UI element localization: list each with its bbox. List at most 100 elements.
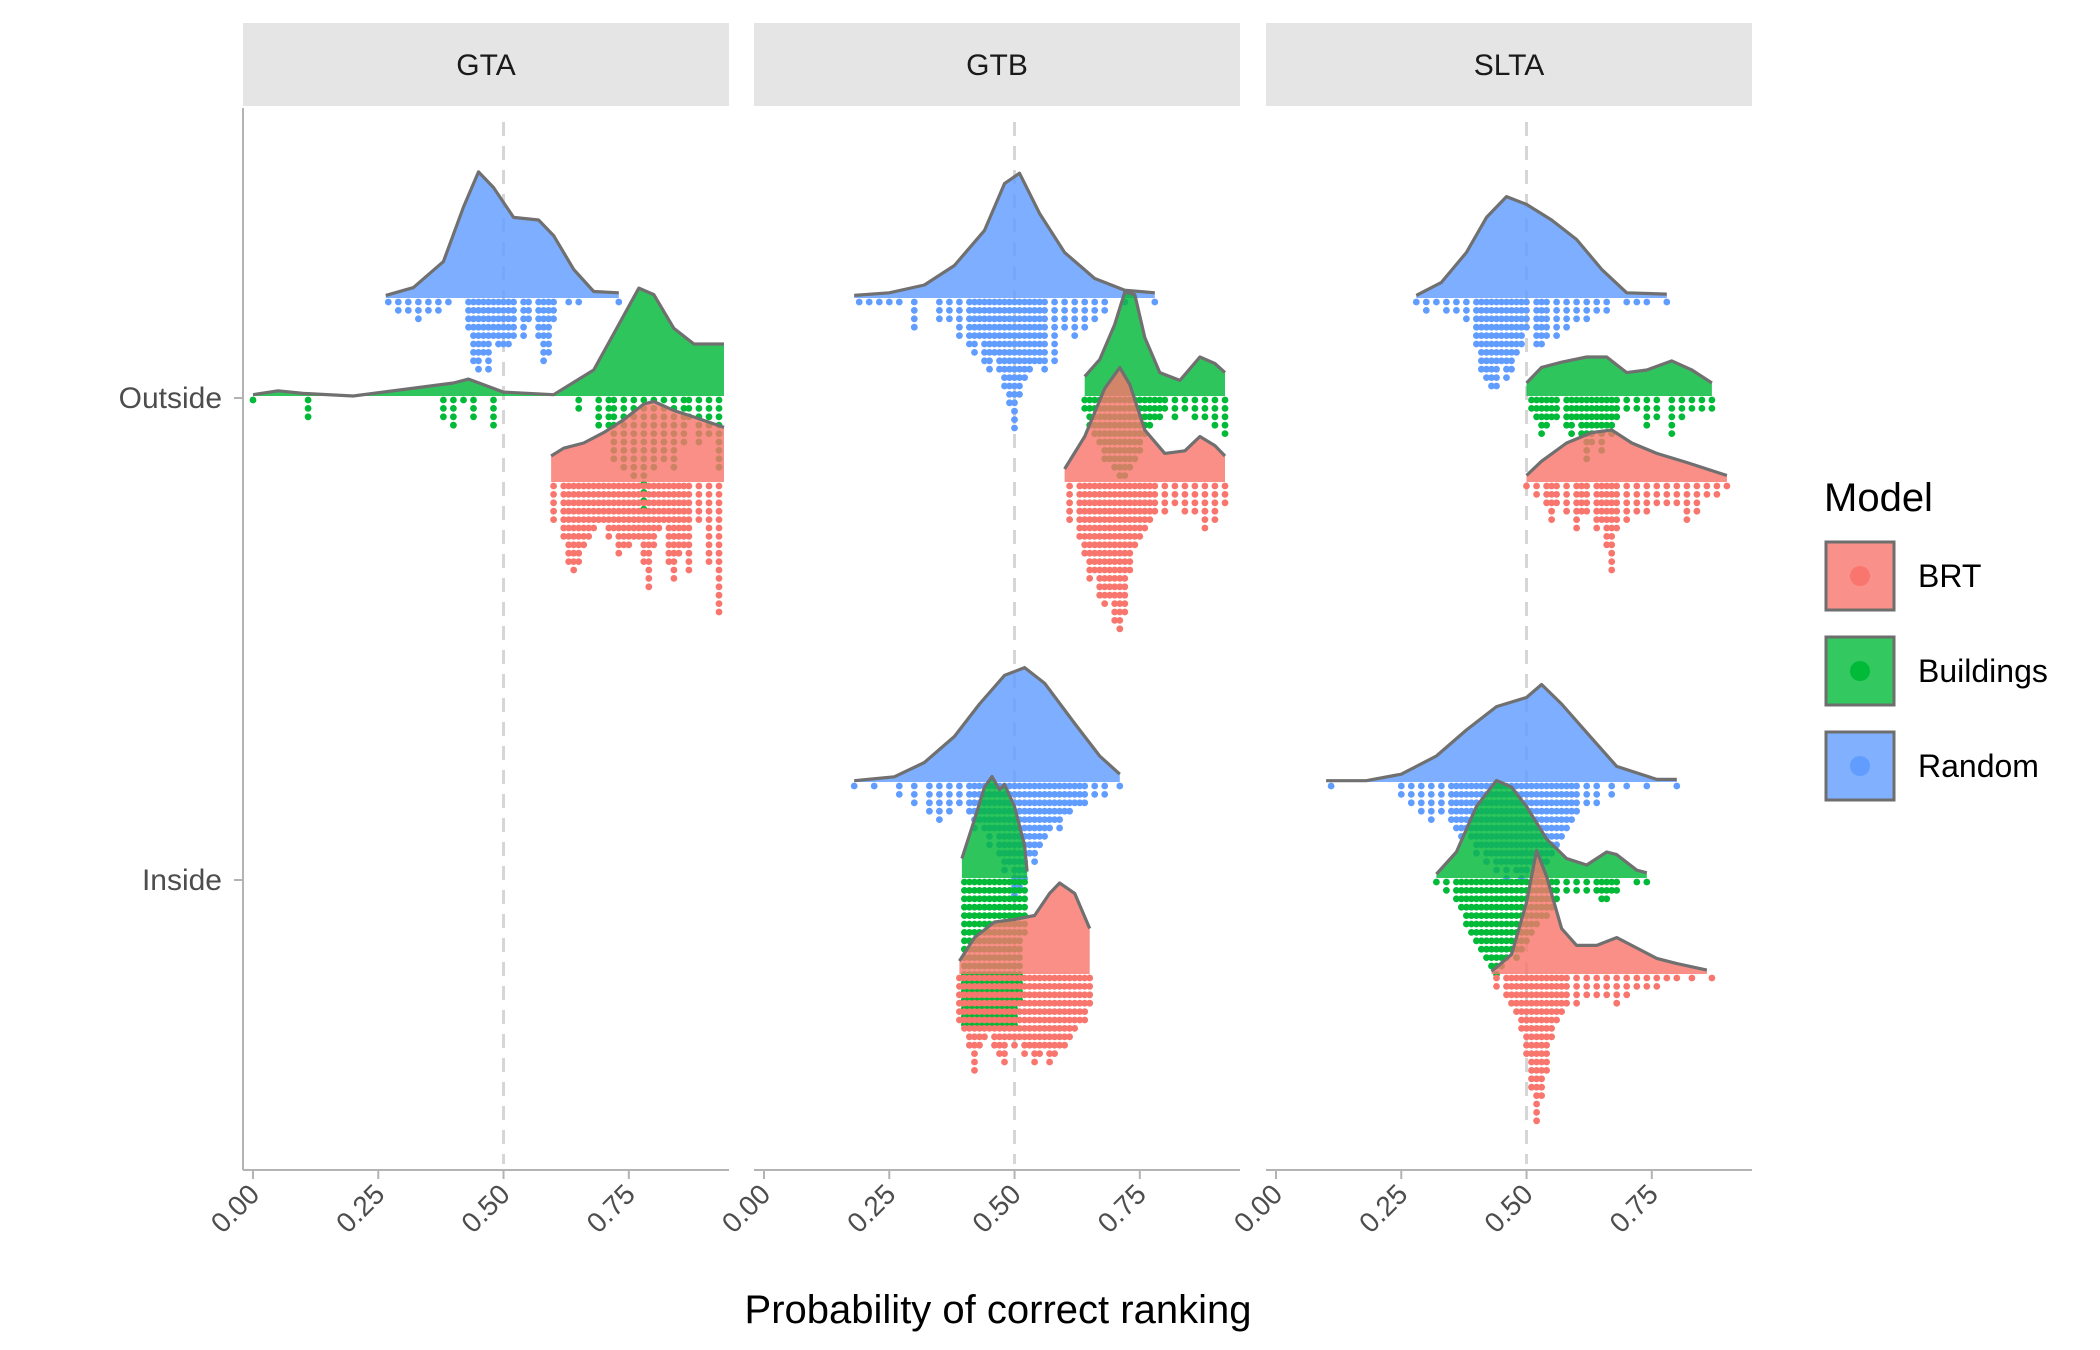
data-point-slta-outside-buildings-21-0	[1668, 396, 1676, 404]
data-point-gta-outside-brt-21-0	[660, 482, 668, 490]
data-point-gtb-inside-brt-10-4	[1006, 1008, 1013, 1015]
data-point-gtb-inside-brt-14-4	[1026, 1008, 1033, 1015]
data-point-slta-outside-buildings-19-2	[1643, 413, 1651, 421]
data-point-slta-inside-brt-8-7	[1538, 1033, 1545, 1041]
data-point-slta-outside-brt-1-1	[1533, 491, 1540, 498]
data-point-gta-outside-brt-1-1	[560, 491, 568, 498]
data-point-gta-outside-random-13-2	[495, 315, 502, 323]
data-point-slta-inside-brt-25-0	[1688, 974, 1696, 982]
data-point-gta-outside-random-4-0	[425, 298, 432, 306]
data-point-gtb-outside-random-28-2	[1081, 315, 1089, 323]
data-point-gta-outside-brt-8-1	[595, 491, 603, 498]
data-point-gtb-outside-brt-8-7	[1111, 541, 1119, 549]
data-point-slta-inside-buildings-9-1	[1488, 887, 1495, 894]
data-point-gtb-outside-random-18-7	[1011, 357, 1018, 365]
legend-entry-random: Random	[1824, 730, 2039, 802]
data-point-gtb-outside-brt-7-0	[1106, 482, 1114, 490]
data-point-gtb-outside-buildings-1-1	[1086, 405, 1094, 412]
data-point-slta-outside-brt-10-0	[1598, 482, 1606, 490]
data-point-gtb-inside-random-29-0	[1071, 782, 1079, 790]
data-point-gtb-outside-brt-8-8	[1111, 549, 1119, 557]
data-point-gtb-inside-random-5-2	[936, 799, 943, 807]
data-point-slta-inside-buildings-6-1	[1473, 887, 1480, 894]
data-point-slta-outside-brt-14-1	[1623, 491, 1631, 498]
data-point-gtb-inside-brt-8-7	[996, 1033, 1003, 1041]
data-point-slta-outside-random-8-3	[1483, 323, 1490, 331]
legend-dot-brt	[1850, 566, 1870, 586]
data-point-slta-inside-buildings-24-1	[1573, 887, 1580, 894]
data-point-gtb-inside-random-30-2	[1076, 799, 1084, 807]
data-point-slta-outside-brt-10-2	[1598, 499, 1606, 507]
data-point-slta-inside-brt-3-1	[1513, 983, 1520, 990]
data-point-gtb-outside-random-19-5	[1016, 340, 1023, 348]
data-point-gta-outside-brt-12-5	[615, 524, 623, 532]
data-point-gta-outside-brt-23-2	[670, 499, 678, 507]
data-point-slta-outside-random-13-3	[1508, 323, 1515, 331]
data-point-slta-inside-brt-9-9	[1543, 1050, 1550, 1057]
data-point-gta-outside-brt-17-4	[640, 516, 648, 523]
data-point-slta-inside-buildings-7-8	[1478, 945, 1485, 953]
data-point-gtb-outside-random-9-0	[966, 298, 973, 306]
data-point-slta-inside-brt-22-0	[1653, 974, 1661, 982]
data-point-slta-outside-brt-14-2	[1623, 499, 1631, 507]
data-point-slta-inside-brt-14-2	[1573, 991, 1580, 999]
density-outline-gtb-outside-random	[854, 171, 1155, 297]
data-point-slta-outside-random-7-6	[1478, 349, 1485, 356]
data-point-gtb-outside-brt-16-0	[1151, 482, 1159, 490]
data-point-gtb-inside-random-31-2	[1081, 799, 1089, 807]
data-point-slta-outside-random-6-1	[1473, 307, 1480, 314]
data-point-gtb-outside-buildings-21-2	[1211, 413, 1219, 421]
data-point-gtb-outside-brt-5-7	[1096, 541, 1104, 549]
data-point-gtb-outside-brt-8-14	[1111, 600, 1119, 607]
data-point-gta-outside-brt-29-8	[715, 549, 723, 557]
data-point-slta-outside-brt-20-1	[1683, 491, 1691, 498]
data-point-slta-inside-buildings-11-0	[1498, 878, 1505, 886]
data-point-gtb-outside-brt-6-7	[1101, 541, 1109, 549]
data-point-gtb-outside-random-21-1	[1026, 307, 1033, 314]
data-point-gtb-inside-brt-22-5	[1066, 1016, 1073, 1024]
data-point-slta-outside-brt-5-2	[1563, 499, 1570, 507]
x-tick-label-slta-1: 0.25	[1353, 1178, 1413, 1238]
data-point-slta-inside-random-4-1	[1427, 791, 1435, 798]
data-point-slta-outside-random-12-8	[1503, 365, 1510, 373]
data-point-slta-inside-brt-11-3	[1553, 999, 1560, 1007]
data-point-gtb-outside-buildings-12-0	[1141, 396, 1149, 404]
data-point-gtb-inside-brt-10-1	[1006, 983, 1013, 990]
data-point-gtb-outside-random-20-2	[1021, 315, 1028, 323]
data-point-gta-outside-random-13-4	[495, 332, 502, 339]
dots-slta-outside-random	[1412, 298, 1671, 390]
data-point-gtb-outside-brt-12-4	[1131, 516, 1139, 523]
data-point-gtb-outside-brt-13-2	[1136, 499, 1144, 507]
data-point-gtb-inside-random-27-0	[1061, 782, 1068, 790]
data-point-gtb-inside-brt-3-2	[971, 991, 978, 999]
data-point-gtb-inside-brt-24-2	[1076, 991, 1084, 999]
data-point-slta-inside-random-26-1	[1548, 791, 1555, 798]
data-point-slta-outside-brt-16-1	[1643, 491, 1651, 498]
data-point-gtb-inside-random-22-1	[1036, 791, 1043, 798]
data-point-slta-inside-buildings-1-0	[1443, 878, 1450, 886]
data-point-slta-outside-buildings-6-2	[1563, 413, 1570, 421]
data-point-gta-outside-brt-10-5	[605, 524, 613, 532]
data-point-slta-outside-brt-8-1	[1583, 491, 1591, 498]
data-point-slta-inside-brt-11-2	[1553, 991, 1560, 999]
data-point-gtb-outside-random-21-3	[1026, 323, 1033, 331]
data-point-gtb-outside-random-22-1	[1031, 307, 1038, 314]
data-point-gta-outside-random-7-3	[465, 323, 472, 331]
data-point-gta-outside-random-7-0	[465, 298, 472, 306]
data-point-slta-inside-random-13-0	[1483, 782, 1490, 790]
data-point-gtb-inside-random-5-3	[936, 807, 943, 815]
data-point-gtb-outside-random-14-5	[991, 340, 998, 348]
data-point-gtb-inside-brt-2-2	[966, 991, 973, 999]
data-point-gtb-inside-brt-2-1	[966, 983, 973, 990]
data-point-slta-inside-random-31-3	[1573, 807, 1580, 815]
data-point-gta-outside-buildings-18-1	[685, 405, 693, 412]
data-point-gta-outside-brt-4-6	[575, 533, 583, 540]
data-point-gtb-inside-brt-18-10	[1046, 1058, 1053, 1066]
data-point-slta-inside-buildings-11-3	[1498, 903, 1505, 911]
data-point-gtb-outside-brt-3-4	[1086, 516, 1094, 523]
data-point-gtb-inside-brt-9-8	[1001, 1041, 1008, 1049]
data-point-slta-inside-brt-13-0	[1563, 974, 1570, 982]
data-point-slta-outside-buildings-19-3	[1643, 421, 1651, 429]
data-point-slta-outside-random-21-3	[1563, 323, 1570, 331]
data-point-gtb-outside-random-27-3	[1071, 323, 1079, 331]
